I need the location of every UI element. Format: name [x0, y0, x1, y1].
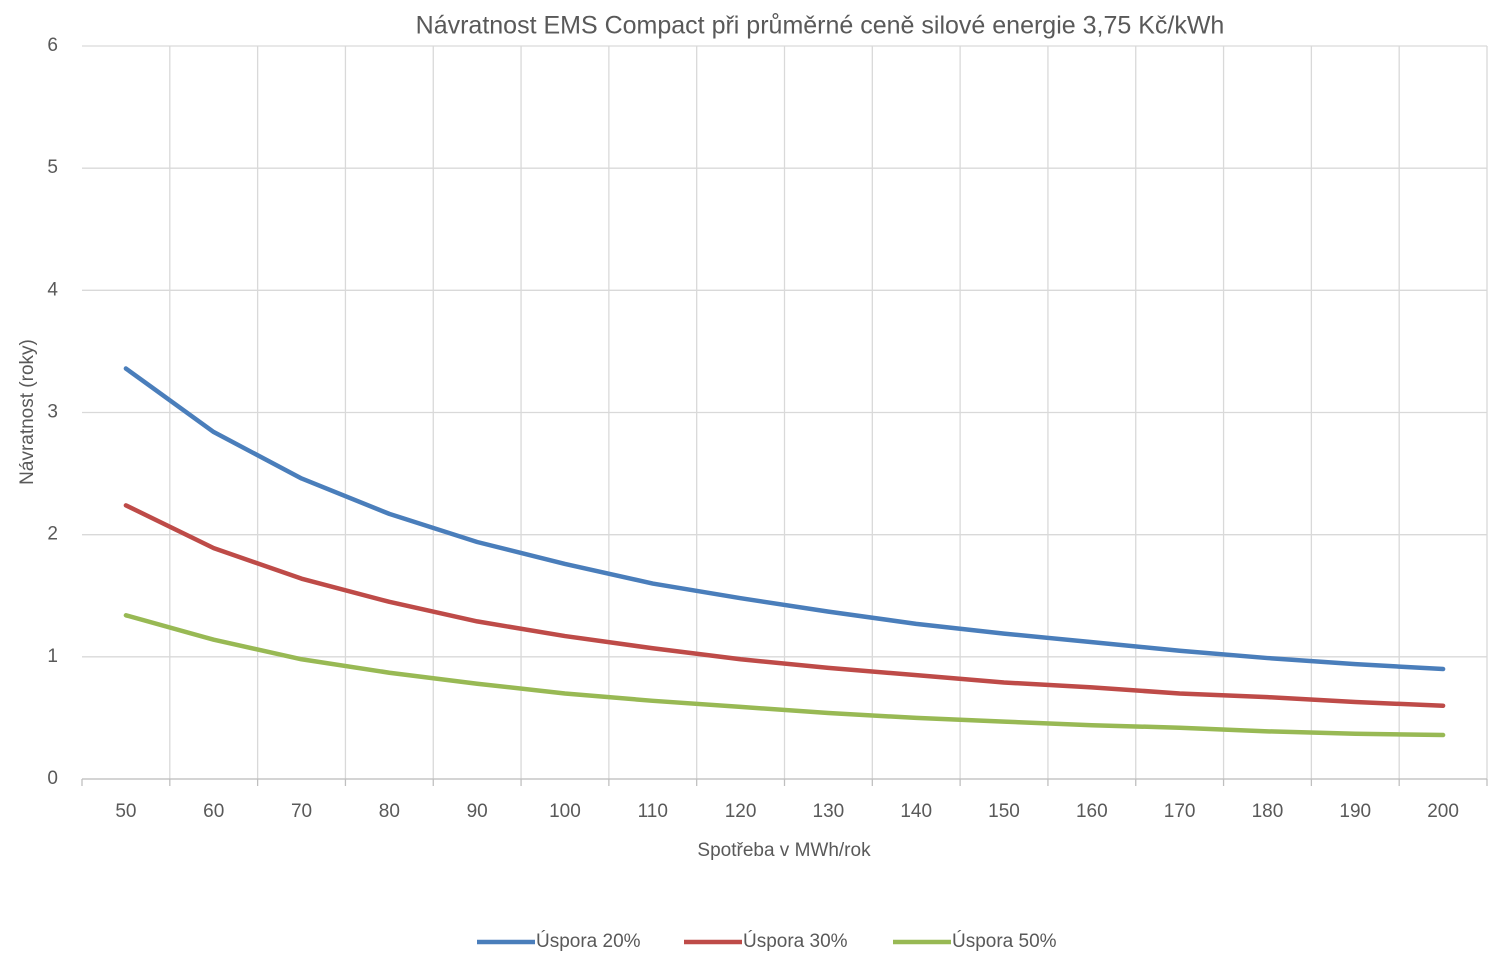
series-line — [123, 503, 1446, 708]
x-tick-label: 150 — [988, 801, 1020, 822]
y-tick-label: 5 — [47, 157, 58, 178]
x-tick-label: 110 — [638, 801, 668, 822]
y-tick-label: 2 — [47, 524, 58, 545]
x-tick-label: 130 — [813, 801, 845, 822]
x-tick-label: 100 — [549, 801, 581, 822]
x-axis-label: Spotřeba v MWh/rok — [697, 840, 871, 861]
x-tick-label: 80 — [379, 801, 400, 822]
x-tick-label: 180 — [1252, 801, 1284, 822]
y-tick-label: 1 — [47, 646, 58, 667]
series-line — [123, 366, 1446, 672]
legend-label: Úspora 50% — [952, 930, 1057, 952]
y-tick-label: 0 — [47, 768, 58, 789]
legend-label: Úspora 30% — [743, 930, 848, 952]
x-tick-label: 50 — [115, 801, 136, 822]
x-tick-label: 170 — [1164, 801, 1196, 822]
x-tick-label: 190 — [1339, 801, 1371, 822]
y-axis-label: Návratnost (roky) — [17, 339, 38, 485]
x-tick-label: 160 — [1076, 801, 1108, 822]
x-tick-label: 200 — [1427, 801, 1459, 822]
y-tick-label: 6 — [47, 35, 58, 56]
chart-title: Návratnost EMS Compact při průměrné ceně… — [416, 12, 1225, 40]
x-tick-label: 120 — [725, 801, 757, 822]
series-line — [123, 613, 1446, 738]
x-tick-label: 70 — [291, 801, 312, 822]
legend-label: Úspora 20% — [536, 930, 641, 952]
y-tick-label: 3 — [47, 402, 58, 423]
x-tick-label: 90 — [467, 801, 488, 822]
y-tick-label: 4 — [47, 279, 58, 300]
x-tick-label: 60 — [203, 801, 224, 822]
x-tick-label: 140 — [900, 801, 932, 822]
